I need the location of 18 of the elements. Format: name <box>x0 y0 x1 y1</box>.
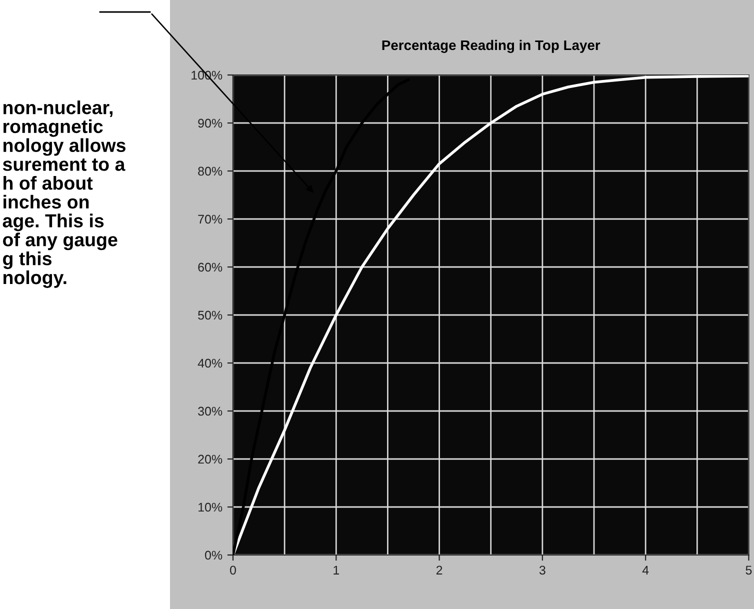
x-tick-label: 1 <box>334 566 340 574</box>
x-tick-label: 4 <box>642 566 649 574</box>
y-tick-label: 20% <box>198 454 222 464</box>
x-tick-label: 0 <box>230 566 236 575</box>
y-tick-label: 70% <box>198 214 222 224</box>
x-tick-label: 3 <box>539 566 546 575</box>
y-tick-label: 60% <box>198 262 222 272</box>
text: non-nuclear, romagnetic nology allows surement to a h of about inches on age. This is of any gauge g this nology. <box>2 100 126 288</box>
y-tick-label: 10% <box>198 502 222 512</box>
y-tick-label: 90% <box>198 118 222 128</box>
y-tick-label: 30% <box>198 406 222 416</box>
y-tick-label: 0% <box>205 550 222 560</box>
y-tick-label: 40% <box>198 358 222 368</box>
x-tick-label: 2 <box>436 566 442 574</box>
y-tick-label: 80% <box>198 166 222 176</box>
chart-title: Percentage Reading in Top Layer <box>382 40 600 53</box>
x-tick-label: 5 <box>746 566 752 575</box>
y-tick-label: 50% <box>198 310 222 320</box>
